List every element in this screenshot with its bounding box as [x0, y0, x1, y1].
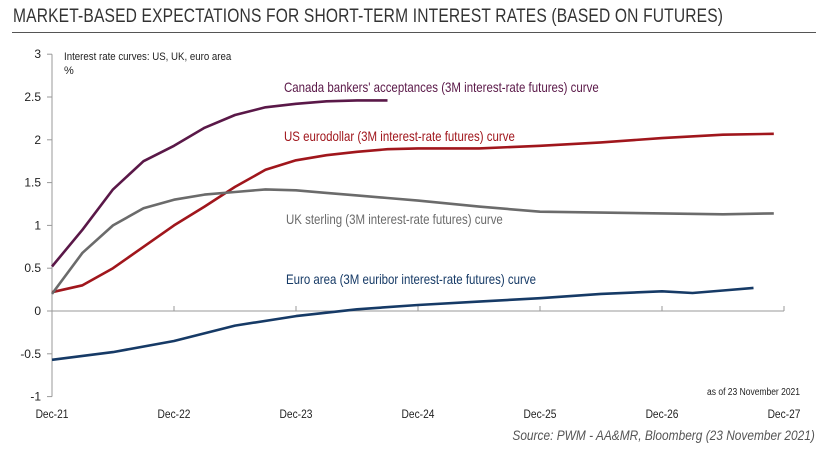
as-of-note: as of 23 November 2021: [707, 386, 800, 397]
x-tick-label: Dec-25: [524, 408, 557, 421]
series-line-0: [50, 99, 388, 268]
y-unit-label: %: [64, 65, 74, 77]
series-label: UK sterling (3M interest-rate futures) c…: [286, 211, 503, 227]
y-tick-label: 2.5: [24, 90, 41, 104]
source-note: Source: PWM - AA&MR, Bloomberg (23 Novem…: [512, 427, 815, 443]
chart-subtitle: Interest rate curves: US, UK, euro area: [64, 52, 232, 64]
x-tick-label: Dec-22: [158, 408, 191, 421]
series-label: US eurodollar (3M interest-rate futures)…: [284, 128, 515, 144]
y-tick-label: 1.5: [24, 176, 41, 190]
series-label: Canada bankers' acceptances (3M interest…: [284, 79, 599, 95]
series-line-1: [51, 132, 774, 294]
y-tick-label: 0.5: [24, 261, 41, 275]
series-line-3: [51, 286, 754, 362]
chart-title: MARKET-BASED EXPECTATIONS FOR SHORT-TERM…: [13, 6, 724, 27]
y-tick-label: 1: [34, 218, 41, 232]
y-tick-label: 0: [34, 304, 41, 318]
x-tick-label: Dec-24: [402, 408, 435, 421]
title-divider: [12, 32, 816, 33]
y-tick-label: -1: [30, 390, 41, 404]
y-tick-label: 2: [34, 133, 41, 147]
series-label: Euro area (3M euribor interest-rate futu…: [286, 271, 536, 287]
x-tick-label: Dec-26: [646, 408, 679, 421]
y-tick-label: -0.5: [20, 347, 41, 361]
y-tick-label: 3: [34, 47, 41, 61]
x-tick-label: Dec-23: [280, 408, 313, 421]
x-tick-label: Dec-21: [36, 408, 69, 421]
x-tick-label: Dec-27: [768, 408, 801, 421]
series-line-2: [50, 188, 774, 295]
